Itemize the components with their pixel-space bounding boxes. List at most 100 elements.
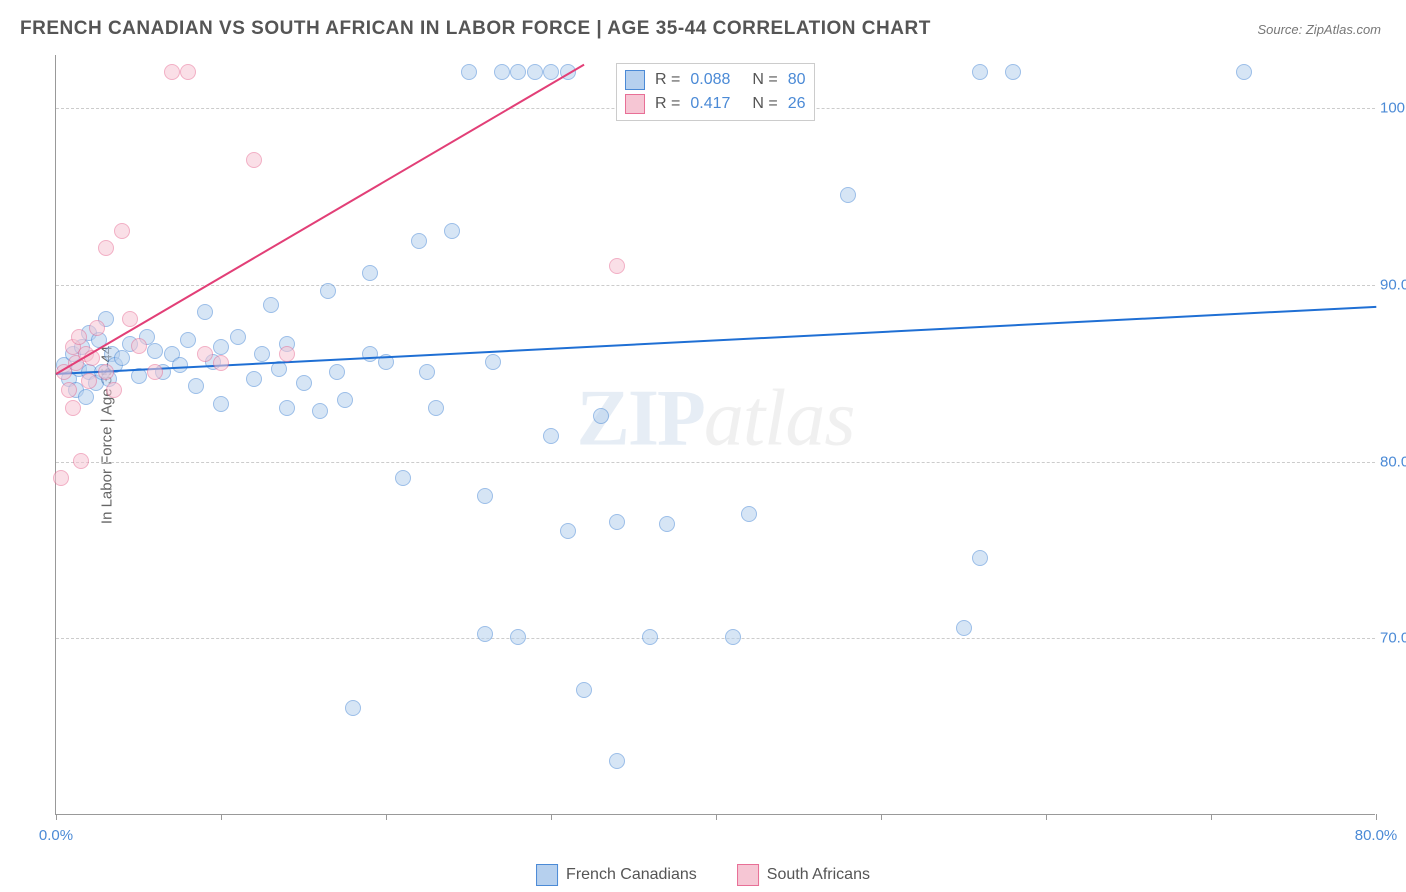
data-point — [477, 488, 493, 504]
data-point — [246, 371, 262, 387]
data-point — [197, 346, 213, 362]
data-point — [98, 364, 114, 380]
data-point — [560, 523, 576, 539]
data-point — [180, 64, 196, 80]
data-point — [972, 64, 988, 80]
data-point — [188, 378, 204, 394]
trend-line — [56, 306, 1376, 375]
data-point — [1236, 64, 1252, 80]
x-tick — [386, 814, 387, 820]
y-tick-label: 70.0% — [1380, 630, 1406, 647]
legend: French Canadians South Africans — [536, 864, 870, 886]
y-tick-label: 80.0% — [1380, 453, 1406, 470]
stats-box: R = 0.088N = 80R = 0.417N = 26 — [616, 63, 815, 121]
data-point — [956, 620, 972, 636]
x-tick — [1046, 814, 1047, 820]
data-point — [147, 364, 163, 380]
gridline — [56, 462, 1375, 463]
data-point — [114, 350, 130, 366]
data-point — [510, 629, 526, 645]
data-point — [485, 354, 501, 370]
data-point — [312, 403, 328, 419]
data-point — [114, 223, 130, 239]
legend-item: French Canadians — [536, 864, 697, 886]
data-point — [71, 329, 87, 345]
data-point — [840, 187, 856, 203]
data-point — [172, 357, 188, 373]
chart-title: FRENCH CANADIAN VS SOUTH AFRICAN IN LABO… — [20, 18, 931, 40]
stats-r-value: 0.417 — [690, 95, 730, 113]
data-point — [609, 514, 625, 530]
data-point — [131, 338, 147, 354]
data-point — [444, 223, 460, 239]
data-point — [61, 382, 77, 398]
y-tick-label: 100.0% — [1380, 100, 1406, 117]
stats-r-value: 0.088 — [690, 71, 730, 89]
data-point — [609, 258, 625, 274]
x-tick — [56, 814, 57, 820]
data-point — [972, 550, 988, 566]
data-point — [73, 453, 89, 469]
data-point — [254, 346, 270, 362]
data-point — [362, 346, 378, 362]
data-point — [78, 389, 94, 405]
stats-row: R = 0.417N = 26 — [625, 92, 806, 116]
data-point — [593, 408, 609, 424]
stats-n-label: N = — [752, 71, 777, 89]
stats-r-label: R = — [655, 71, 680, 89]
watermark: ZIPatlas — [577, 374, 855, 465]
legend-swatch — [737, 864, 759, 886]
stats-r-label: R = — [655, 95, 680, 113]
data-point — [543, 64, 559, 80]
trend-line — [55, 64, 584, 375]
data-point — [213, 339, 229, 355]
data-point — [395, 470, 411, 486]
data-point — [337, 392, 353, 408]
data-point — [527, 64, 543, 80]
source-attribution: Source: ZipAtlas.com — [1257, 22, 1381, 37]
stats-n-label: N = — [752, 95, 777, 113]
data-point — [362, 265, 378, 281]
data-point — [65, 400, 81, 416]
data-point — [246, 152, 262, 168]
data-point — [147, 343, 163, 359]
data-point — [263, 297, 279, 313]
data-point — [543, 428, 559, 444]
data-point — [98, 240, 114, 256]
data-point — [81, 373, 97, 389]
gridline — [56, 638, 1375, 639]
data-point — [510, 64, 526, 80]
x-tick — [1376, 814, 1377, 820]
data-point — [477, 626, 493, 642]
x-tick — [881, 814, 882, 820]
scatter-chart: In Labor Force | Age 35-44 ZIPatlas 70.0… — [55, 55, 1375, 815]
data-point — [741, 506, 757, 522]
data-point — [53, 470, 69, 486]
x-tick — [1211, 814, 1212, 820]
data-point — [197, 304, 213, 320]
data-point — [345, 700, 361, 716]
stats-n-value: 80 — [788, 71, 806, 89]
x-tick — [221, 814, 222, 820]
data-point — [642, 629, 658, 645]
data-point — [576, 682, 592, 698]
data-point — [213, 355, 229, 371]
data-point — [419, 364, 435, 380]
data-point — [461, 64, 477, 80]
data-point — [659, 516, 675, 532]
gridline — [56, 285, 1375, 286]
x-tick — [716, 814, 717, 820]
stats-swatch — [625, 70, 645, 90]
data-point — [180, 332, 196, 348]
legend-swatch — [536, 864, 558, 886]
legend-item: South Africans — [737, 864, 870, 886]
data-point — [494, 64, 510, 80]
data-point — [609, 753, 625, 769]
data-point — [164, 64, 180, 80]
data-point — [296, 375, 312, 391]
data-point — [213, 396, 229, 412]
data-point — [329, 364, 345, 380]
x-tick-label: 0.0% — [39, 827, 73, 844]
stats-row: R = 0.088 N = 80 — [625, 68, 806, 92]
legend-label: South Africans — [767, 866, 870, 884]
